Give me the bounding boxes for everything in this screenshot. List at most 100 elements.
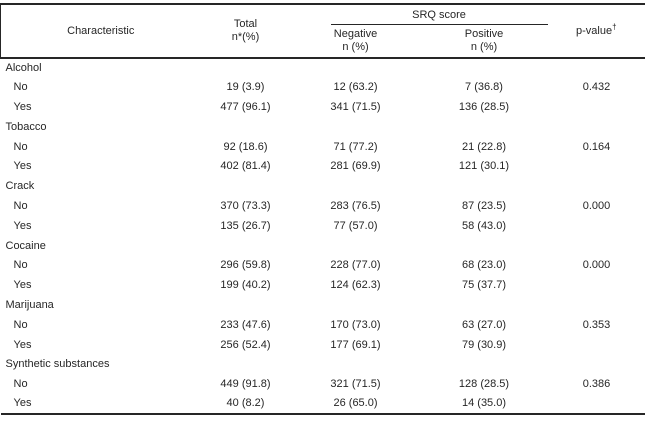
cell-pvalue: [548, 216, 645, 236]
row-label: Yes: [13, 100, 32, 113]
cell-pvalue: 0.000: [582, 199, 611, 212]
srq-score-group-label: SRQ score: [330, 6, 548, 25]
negative-label-line1: Negative: [333, 28, 378, 40]
empty-cell: [201, 296, 291, 316]
data-row: No 233 (47.6) 170 (73.0) 63 (27.0) 0.353: [1, 315, 645, 335]
empty-cell: [201, 236, 291, 256]
cell-total: 135 (26.7): [220, 219, 271, 232]
cell-negative: 228 (77.0): [330, 259, 381, 272]
col-header-positive: Positive n (%): [420, 25, 548, 59]
empty-cell: [291, 58, 421, 78]
empty-cell: [201, 117, 291, 137]
empty-cell: [548, 58, 645, 78]
row-label: No: [13, 259, 28, 272]
cell-total: 92 (18.6): [223, 140, 268, 153]
empty-cell: [421, 236, 548, 256]
data-row: No 370 (73.3) 283 (76.5) 87 (23.5) 0.000: [1, 197, 645, 217]
data-row: Yes 402 (81.4) 281 (69.9) 121 (30.1): [1, 157, 645, 177]
cell-positive: 63 (27.0): [461, 318, 507, 331]
data-row: No 449 (91.8) 321 (71.5) 128 (28.5) 0.38…: [1, 375, 645, 395]
cell-total: 256 (52.4): [220, 338, 271, 351]
cell-total: 40 (8.2): [200, 394, 291, 416]
cell-negative: 177 (69.1): [330, 338, 381, 351]
empty-cell: [421, 58, 548, 78]
row-label: Yes: [13, 279, 32, 292]
cell-total: 449 (91.8): [220, 378, 271, 391]
data-row: Yes 40 (8.2) 26 (65.0) 14 (35.0): [0, 394, 645, 416]
row-label: No: [13, 199, 28, 212]
cell-total: 402 (81.4): [220, 160, 271, 173]
row-label: No: [13, 318, 28, 331]
data-row: Yes 477 (96.1) 341 (71.5) 136 (28.5): [1, 98, 645, 118]
cell-positive: 87 (23.5): [461, 199, 507, 212]
data-row: No 19 (3.9) 12 (63.2) 7 (36.8) 0.432: [1, 78, 645, 98]
cell-positive: 21 (22.8): [461, 140, 507, 153]
empty-cell: [421, 117, 548, 137]
empty-cell: [548, 236, 645, 256]
cell-positive: 79 (30.9): [461, 338, 507, 351]
positive-label-line2: n (%): [470, 41, 498, 53]
cell-positive: 68 (23.0): [461, 259, 507, 272]
cell-negative: 77 (57.0): [333, 219, 378, 232]
col-header-negative: Negative n (%): [290, 25, 421, 59]
col-header-pvalue: p-value†: [547, 4, 645, 59]
cell-negative: 281 (69.9): [330, 160, 381, 173]
header-row-1: Characteristic Total n*(%) SRQ score p-v…: [0, 4, 645, 59]
data-row: No 296 (59.8) 228 (77.0) 68 (23.0) 0.000: [1, 256, 645, 276]
cell-pvalue: [547, 394, 645, 416]
col-header-total: Total n*(%): [200, 4, 291, 59]
cell-pvalue: [548, 276, 645, 296]
empty-cell: [291, 355, 421, 375]
cell-total: 199 (40.2): [220, 279, 271, 292]
cell-pvalue: 0.386: [582, 378, 611, 391]
cell-negative: 321 (71.5): [330, 378, 381, 391]
section-row: Alcohol: [1, 58, 645, 78]
cell-pvalue: [548, 157, 645, 177]
total-label-line2: n*(%): [231, 31, 260, 43]
col-group-srq-score: SRQ score: [291, 4, 548, 25]
row-label: Yes: [13, 160, 32, 173]
col-header-characteristic: Characteristic: [0, 4, 201, 59]
total-label-line1: Total: [233, 18, 258, 30]
row-label: Yes: [13, 219, 32, 232]
section-label: Cocaine: [5, 239, 46, 252]
cell-pvalue: 0.164: [582, 140, 611, 153]
data-row: Yes 199 (40.2) 124 (62.3) 75 (37.7): [1, 276, 645, 296]
cell-positive: 7 (36.8): [465, 81, 503, 94]
cell-pvalue: [548, 335, 645, 355]
characteristics-table: Characteristic Total n*(%) SRQ score p-v…: [0, 3, 645, 416]
empty-cell: [548, 177, 645, 197]
data-row: Yes 135 (26.7) 77 (57.0) 58 (43.0): [1, 216, 645, 236]
cell-total: 370 (73.3): [220, 199, 271, 212]
empty-cell: [421, 355, 548, 375]
cell-positive: 136 (28.5): [458, 100, 510, 113]
cell-positive: 128 (28.5): [458, 378, 510, 391]
section-row: Synthetic substances: [1, 355, 645, 375]
cell-pvalue: 0.000: [582, 259, 611, 272]
empty-cell: [201, 177, 291, 197]
empty-cell: [548, 117, 645, 137]
pvalue-label: p-value: [576, 25, 613, 37]
section-label: Tobacco: [5, 120, 47, 133]
empty-cell: [291, 177, 421, 197]
cell-pvalue: 0.353: [582, 318, 611, 331]
row-label: Yes: [13, 338, 32, 351]
empty-cell: [291, 236, 421, 256]
cell-negative: 283 (76.5): [330, 199, 381, 212]
cell-positive: 58 (43.0): [461, 219, 507, 232]
section-row: Crack: [1, 177, 645, 197]
empty-cell: [201, 355, 291, 375]
empty-cell: [291, 296, 421, 316]
cell-negative: 170 (73.0): [330, 318, 381, 331]
negative-label-line2: n (%): [342, 41, 369, 53]
cell-positive: 14 (35.0): [420, 394, 548, 416]
section-label: Marijuana: [5, 298, 54, 311]
data-row: No 92 (18.6) 71 (77.2) 21 (22.8) 0.164: [1, 137, 645, 157]
section-label: Synthetic substances: [5, 358, 110, 371]
empty-cell: [548, 355, 645, 375]
cell-negative: 12 (63.2): [333, 81, 378, 94]
section-label: Crack: [5, 180, 35, 193]
cell-pvalue: [548, 98, 645, 118]
section-row: Marijuana: [1, 296, 645, 316]
